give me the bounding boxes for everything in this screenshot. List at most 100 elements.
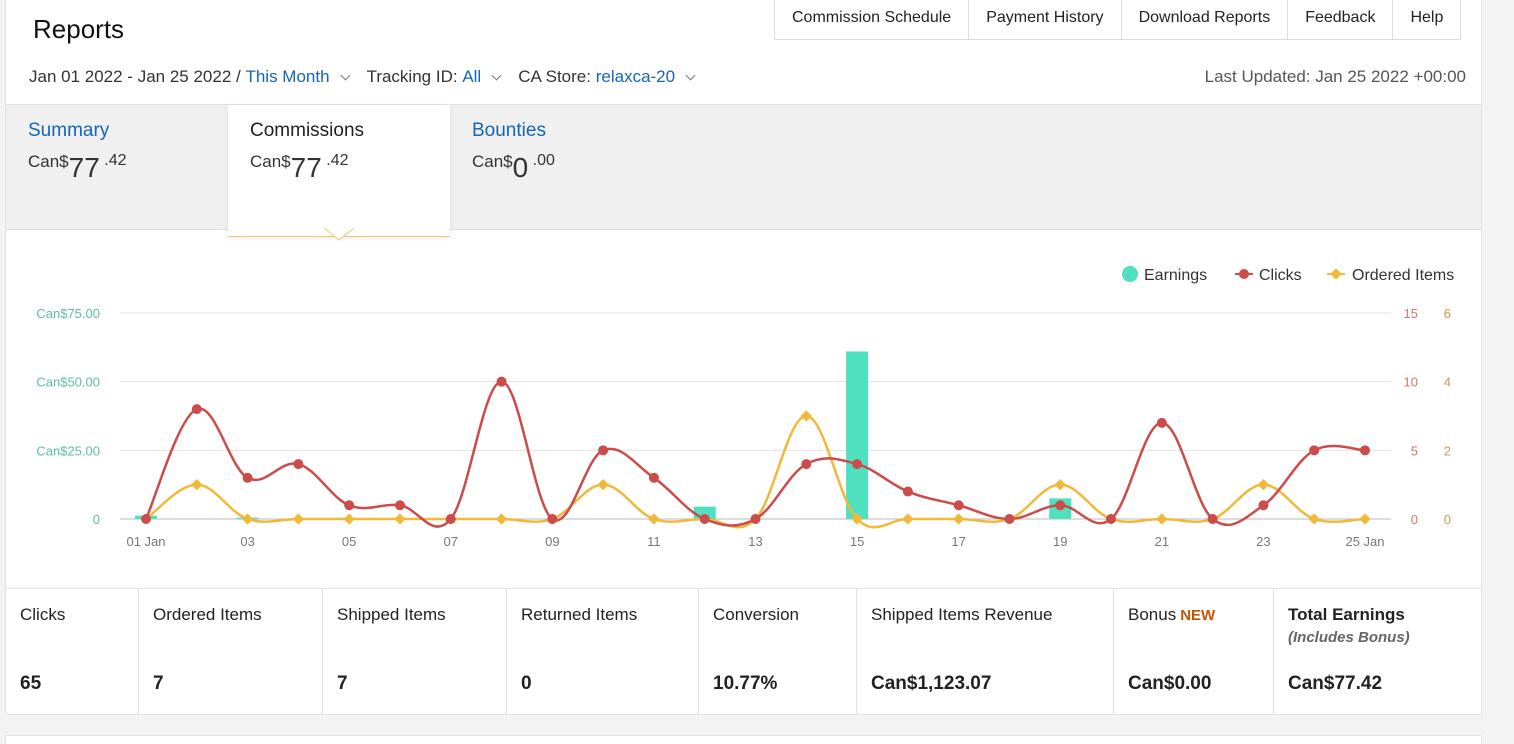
- new-badge: NEW: [1180, 607, 1216, 624]
- legend-ordered-label: Ordered Items: [1352, 267, 1454, 284]
- nav-help[interactable]: Help: [1410, 9, 1444, 26]
- legend-earnings-marker: [1122, 266, 1138, 282]
- last-updated: Last Updated: Jan 25 2022 +00:00: [1204, 67, 1466, 86]
- store-label: CA Store:: [518, 67, 591, 86]
- x-tick-label: 07: [444, 534, 458, 549]
- currency: Can$: [250, 152, 291, 171]
- currency: Can$: [28, 152, 69, 171]
- chevron-down-icon[interactable]: [491, 70, 502, 80]
- metric-ordered-items: Ordered Items 7: [139, 589, 323, 714]
- tracking-dropdown[interactable]: All: [462, 67, 482, 86]
- metric-label: Returned Items: [521, 605, 638, 624]
- commissions-chart: 0Can$25.00Can$50.00Can$75.00051015024601…: [36, 266, 1454, 549]
- clicks-point: [293, 459, 304, 470]
- clicks-point: [1055, 500, 1066, 511]
- ordered-items-point: [800, 410, 812, 422]
- nav-commission-schedule[interactable]: Commission Schedule: [775, 0, 970, 39]
- x-tick-label: 21: [1155, 534, 1169, 549]
- y-right-items-tick-label: 2: [1444, 443, 1451, 458]
- metric-value: 10.77%: [713, 673, 778, 694]
- clicks-point: [1207, 514, 1218, 524]
- amount-whole: 77: [68, 152, 100, 183]
- clicks-point: [191, 404, 202, 415]
- nav-payment-history[interactable]: Payment History: [969, 0, 1122, 39]
- tab-amount: Can$77 .42: [28, 152, 206, 184]
- metric-shipped-items: Shipped Items 7: [323, 589, 507, 714]
- metric-shipped-revenue: Shipped Items Revenue Can$1,123.07: [857, 589, 1114, 714]
- ordered-items-point: [648, 513, 660, 525]
- period-dropdown[interactable]: This Month: [245, 67, 330, 86]
- ordered-items-point: [394, 513, 406, 525]
- clicks-point: [699, 514, 710, 524]
- clicks-point: [141, 514, 151, 524]
- metric-clicks: Clicks 65: [6, 589, 139, 714]
- clicks-point: [1309, 445, 1320, 456]
- nav-feedback[interactable]: Feedback: [1288, 0, 1394, 39]
- tab-title: Commissions: [250, 120, 365, 141]
- ordered-items-point: [1308, 513, 1320, 525]
- y-right-clicks-tick-label: 5: [1411, 443, 1418, 458]
- nav-download-reports[interactable]: Download Reports: [1122, 0, 1289, 39]
- chevron-down-icon[interactable]: [340, 70, 351, 80]
- clicks-point: [496, 376, 507, 387]
- y-right-clicks-tick-label: 10: [1404, 375, 1418, 390]
- x-tick-label: 01 Jan: [126, 534, 165, 549]
- metric-value: 7: [337, 673, 348, 694]
- y-left-tick-label: Can$50.00: [36, 375, 100, 390]
- ordered-items-point: [292, 513, 305, 525]
- top-nav: Commission Schedule Payment History Down…: [774, 0, 1462, 40]
- clicks-point: [1004, 514, 1015, 524]
- ordered-items-point: [1257, 479, 1270, 491]
- tab-title: Bounties: [472, 120, 546, 141]
- metric-label: Bonus NEW: [1128, 605, 1259, 625]
- metric-value: 65: [20, 673, 42, 694]
- ordered-items-point: [851, 513, 863, 525]
- metric-value: Can$0.00: [1128, 673, 1212, 694]
- filters-bar: Jan 01 2022 - Jan 25 2022 / This Month T…: [29, 67, 712, 87]
- tab-summary[interactable]: Summary Can$77 .42: [6, 105, 228, 231]
- y-right-items-tick-label: 0: [1444, 512, 1451, 527]
- clicks-point: [242, 472, 253, 483]
- tabs-bar: Summary Can$77 .42 Commissions Can$77 .4…: [6, 104, 1481, 237]
- metric-conversion: Conversion 10.77%: [699, 589, 857, 714]
- metric-total-earnings: Total Earnings (Includes Bonus) Can$77.4…: [1274, 589, 1481, 714]
- legend-clicks-marker: [1239, 269, 1249, 279]
- clicks-point: [598, 445, 609, 456]
- tab-commissions[interactable]: Commissions Can$77 .42: [228, 105, 450, 237]
- clicks-point: [648, 472, 659, 483]
- clicks-point: [445, 514, 456, 524]
- metric-sublabel: (Includes Bonus): [1288, 629, 1410, 646]
- clicks-point: [344, 500, 355, 511]
- ordered-items-point: [597, 479, 609, 491]
- store-dropdown[interactable]: relaxca-20: [595, 67, 676, 86]
- metrics-row: Clicks 65 Ordered Items 7 Shipped Items …: [6, 588, 1481, 714]
- clicks-point: [750, 514, 761, 524]
- x-tick-label: 17: [951, 534, 965, 549]
- y-right-clicks-tick-label: 0: [1411, 512, 1418, 527]
- chevron-down-icon[interactable]: [685, 70, 696, 80]
- ordered-items-point: [902, 513, 914, 525]
- tracking-label: Tracking ID:: [366, 67, 458, 86]
- clicks-point: [801, 459, 812, 470]
- metric-returned-items: Returned Items 0: [507, 589, 699, 714]
- x-tick-label: 23: [1256, 534, 1270, 549]
- metric-value: 0: [521, 673, 532, 694]
- ordered-items-point: [191, 479, 203, 491]
- bonus-label: Bonus: [1128, 605, 1177, 624]
- ordered-items-point: [241, 513, 254, 525]
- x-tick-label: 19: [1053, 534, 1067, 549]
- metric-label: Total Earnings: [1288, 605, 1405, 624]
- amount-whole: 0: [512, 152, 529, 183]
- x-tick-label: 03: [240, 534, 254, 549]
- clicks-point: [1106, 514, 1117, 524]
- ordered-items-point: [1359, 513, 1371, 525]
- y-left-tick-label: Can$75.00: [36, 306, 100, 321]
- metric-value: Can$1,123.07: [871, 673, 992, 694]
- metric-value: Can$77.42: [1288, 673, 1383, 694]
- ordered-items-point: [953, 513, 965, 525]
- tab-bounties[interactable]: Bounties Can$0 .00: [450, 105, 672, 231]
- x-tick-label: 13: [748, 534, 762, 549]
- tab-amount: Can$0 .00: [472, 152, 650, 184]
- x-tick-label: 25 Jan: [1345, 534, 1384, 549]
- clicks-point: [1258, 500, 1269, 511]
